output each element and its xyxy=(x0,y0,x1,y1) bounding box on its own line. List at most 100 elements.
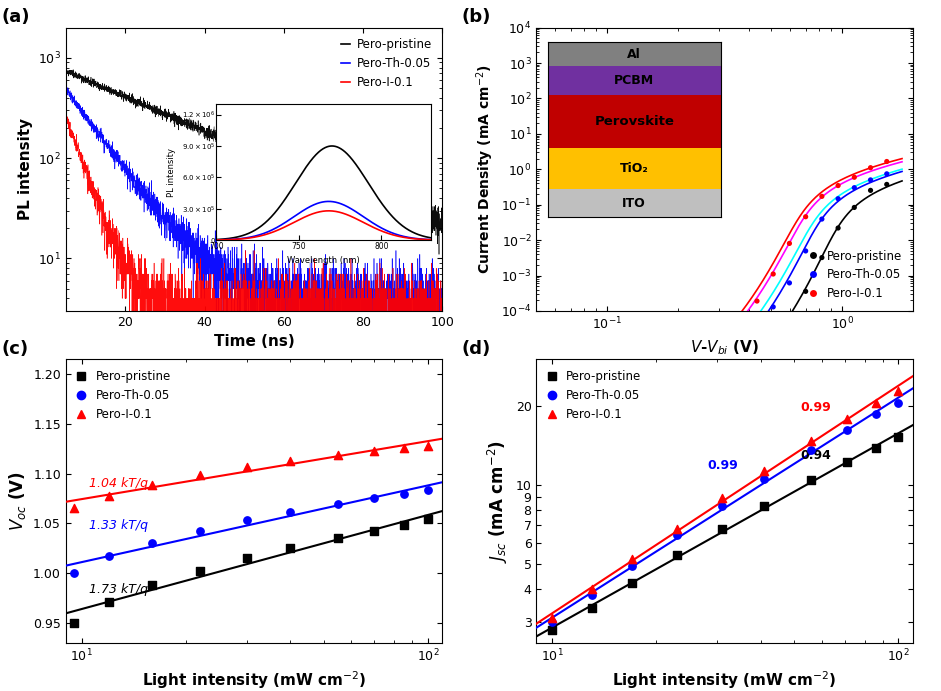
Point xyxy=(239,461,254,472)
Text: 1.33 kT/q: 1.33 kT/q xyxy=(89,520,148,532)
Point xyxy=(869,442,884,453)
Point xyxy=(636,433,651,444)
Point xyxy=(804,445,819,456)
Point xyxy=(798,245,813,256)
X-axis label: $V$-$V_{bi}$ (V): $V$-$V_{bi}$ (V) xyxy=(690,338,759,357)
Y-axis label: Current Density (mA cm$^{-2}$): Current Density (mA cm$^{-2}$) xyxy=(474,64,496,274)
Point xyxy=(733,319,748,330)
Point xyxy=(538,444,553,455)
Point xyxy=(891,385,906,396)
Point xyxy=(367,493,382,504)
Point xyxy=(282,507,297,518)
Point xyxy=(668,379,683,390)
Point xyxy=(831,193,846,205)
Point xyxy=(804,475,819,486)
Point xyxy=(670,523,685,534)
Point xyxy=(757,500,772,511)
Point xyxy=(282,542,297,553)
Point xyxy=(545,616,560,627)
Point xyxy=(102,551,117,562)
Point xyxy=(749,296,764,307)
Legend: Pero-pristine, Pero-Th-0.05, Pero-I-0.1: Pero-pristine, Pero-Th-0.05, Pero-I-0.1 xyxy=(804,245,907,305)
Point xyxy=(330,533,345,544)
Point xyxy=(757,473,772,484)
Point xyxy=(863,162,878,173)
Point xyxy=(869,409,884,420)
Point xyxy=(239,515,254,526)
Text: 0.99: 0.99 xyxy=(800,401,831,415)
Point xyxy=(102,490,117,501)
Point xyxy=(839,456,854,467)
Point xyxy=(538,458,553,469)
Point xyxy=(847,172,862,183)
Point xyxy=(869,397,884,408)
Point xyxy=(670,549,685,560)
Point xyxy=(620,441,635,452)
Point xyxy=(684,386,699,397)
Point xyxy=(396,442,411,453)
Point xyxy=(814,252,829,263)
Text: (c): (c) xyxy=(2,340,29,358)
Point xyxy=(652,409,667,420)
Point xyxy=(571,438,586,449)
Point xyxy=(766,301,781,312)
Point xyxy=(879,169,894,180)
Point xyxy=(396,488,411,499)
Point xyxy=(831,180,846,191)
Point xyxy=(67,503,82,514)
Point xyxy=(396,520,411,531)
Point xyxy=(814,191,829,202)
Point xyxy=(717,363,732,375)
Text: 1.73 kT/q: 1.73 kT/q xyxy=(89,583,148,596)
Point xyxy=(701,377,716,388)
Point xyxy=(587,447,602,458)
Point xyxy=(798,286,813,297)
Point xyxy=(102,596,117,607)
Point xyxy=(620,422,635,433)
Point xyxy=(367,526,382,537)
Point xyxy=(839,413,854,424)
Point xyxy=(766,269,781,280)
Point xyxy=(766,339,781,350)
Point xyxy=(587,415,602,426)
Point xyxy=(804,435,819,446)
Y-axis label: $J_{sc}$ (mA cm$^{-2}$): $J_{sc}$ (mA cm$^{-2}$) xyxy=(486,439,510,562)
Point xyxy=(749,359,764,370)
Point xyxy=(847,202,862,213)
Point xyxy=(625,560,640,571)
Point xyxy=(668,421,683,432)
Point xyxy=(603,410,618,422)
Point xyxy=(584,602,599,613)
Point xyxy=(587,433,602,444)
Text: 0.99: 0.99 xyxy=(707,459,738,472)
Point xyxy=(684,366,699,377)
Point xyxy=(891,397,906,408)
Point xyxy=(782,313,797,324)
Point xyxy=(863,174,878,185)
Point xyxy=(193,565,208,576)
Point xyxy=(652,389,667,400)
Y-axis label: PL intensity: PL intensity xyxy=(18,118,33,220)
Point xyxy=(367,445,382,456)
Point xyxy=(239,553,254,564)
Point xyxy=(636,397,651,408)
X-axis label: Light intensity (mW cm$^{-2}$): Light intensity (mW cm$^{-2}$) xyxy=(142,670,366,691)
Text: (d): (d) xyxy=(461,340,490,358)
Point xyxy=(603,430,618,442)
Point xyxy=(717,335,732,346)
Point xyxy=(625,553,640,565)
Point xyxy=(749,327,764,338)
Point xyxy=(717,388,732,399)
Point xyxy=(421,484,436,495)
Text: 1.04 kT/q: 1.04 kT/q xyxy=(89,477,148,489)
Point xyxy=(684,410,699,422)
Point xyxy=(145,538,160,549)
Y-axis label: $V_{oc}$ (V): $V_{oc}$ (V) xyxy=(7,471,27,531)
Point xyxy=(67,617,82,628)
Point xyxy=(701,351,716,362)
Point xyxy=(668,401,683,412)
Point xyxy=(670,530,685,541)
Point xyxy=(538,430,553,441)
Point xyxy=(733,344,748,355)
Legend: Pero-pristine, Pero-Th-0.05, Pero-I-0.1: Pero-pristine, Pero-Th-0.05, Pero-I-0.1 xyxy=(336,34,437,94)
